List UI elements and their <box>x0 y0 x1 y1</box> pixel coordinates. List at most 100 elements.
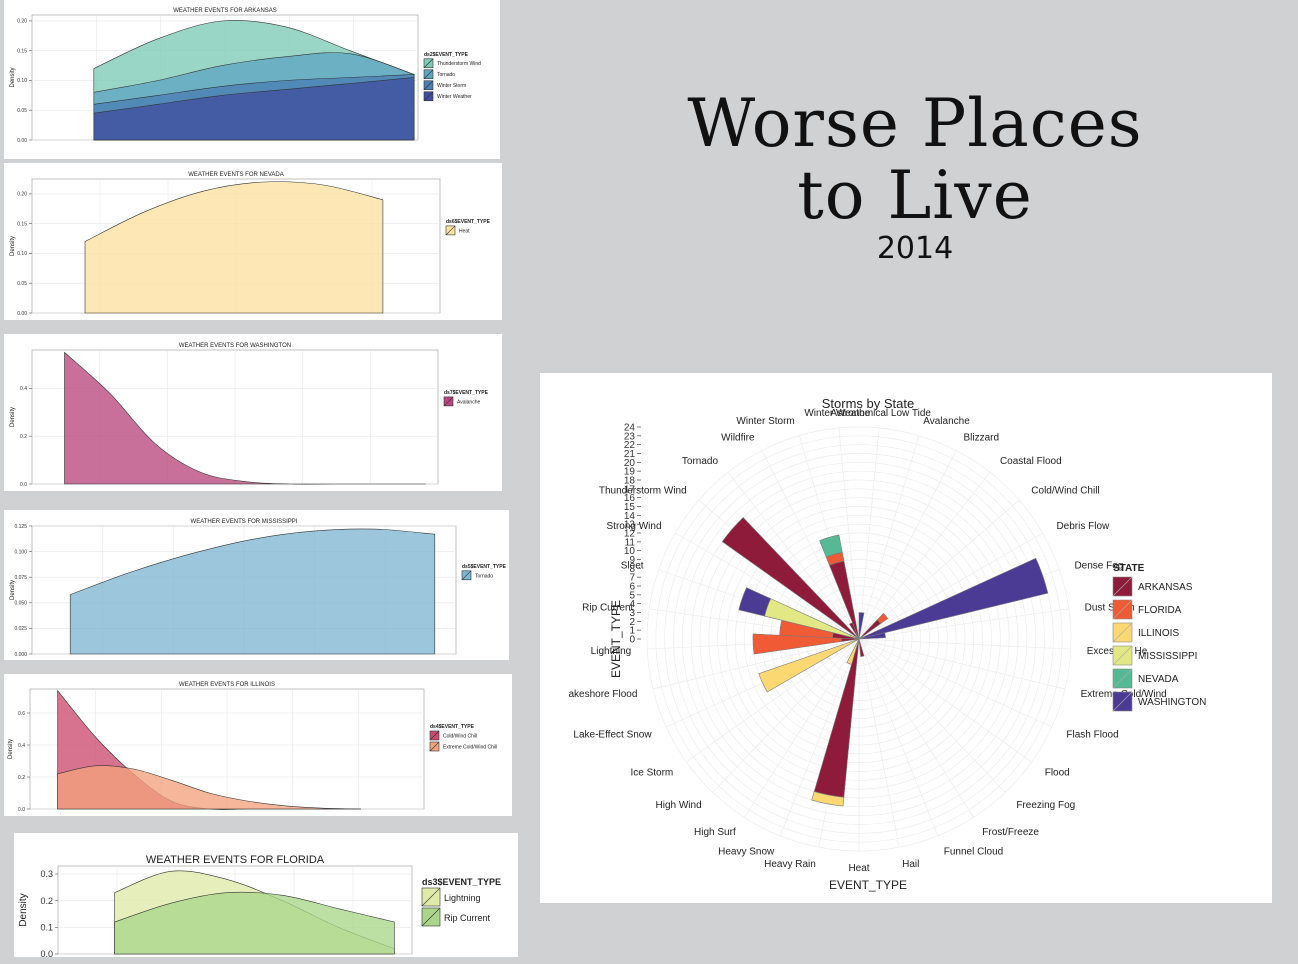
y-tick-label: 0.15 <box>17 48 27 54</box>
polar-grid-spoke <box>675 532 860 640</box>
legend-label: Lightning <box>444 893 481 903</box>
category-label: Wildfire <box>721 432 755 443</box>
category-label: Tornado <box>682 456 719 467</box>
category-label: Coastal Flood <box>1000 456 1062 467</box>
polar-grid-spoke <box>858 638 939 836</box>
y-tick-label: 0.20 <box>17 192 27 198</box>
category-label: High Surf <box>694 827 736 838</box>
density-area-extreme-cold-wind-chill <box>57 765 362 810</box>
radial-tick-label: 5 <box>629 590 635 601</box>
legend-swatch-slash <box>429 730 440 741</box>
polar-grid-spoke <box>858 608 1069 640</box>
radial-tick-label: 4 <box>629 599 635 610</box>
radial-tick-label: 23 <box>624 431 636 442</box>
legend-swatch-slash <box>1112 599 1133 620</box>
polar-grid-spoke <box>838 427 860 640</box>
legend-label: Tornado <box>437 72 455 78</box>
polar-grid-spoke <box>727 472 860 640</box>
chart-panel-arkansas: 0.00 0.05 0.10 0.15 0.20 WEATHER EVENTS FOR A… <box>4 0 500 159</box>
density-chart-mississippi: 0.000 0.025 0.050 0.075 0.100 0.125 WEATHER EV… <box>10 519 507 658</box>
legend-label: ARKANSAS <box>1138 582 1193 593</box>
chart-title: Storms by State <box>822 396 914 411</box>
y-axis-label: Density <box>10 580 16 600</box>
chart-panel-illinois: 0.0 0.2 0.4 0.6 WEATHER EVENTS FOR ILLINOIS D… <box>4 674 512 816</box>
legend-swatch-slash <box>1112 668 1133 689</box>
category-label: Heat <box>848 863 869 874</box>
chart-panel-nevada: 0.00 0.05 0.10 0.15 0.20 WEATHER EVENTS FOR N… <box>4 163 502 320</box>
wedge-nevada-winter-storm <box>819 534 843 558</box>
x-axis-label: EVENT_TYPE <box>829 878 907 892</box>
y-axis-label: Density <box>10 407 16 427</box>
category-label: Avalanche <box>923 416 970 427</box>
y-tick-label: 0.0 <box>18 807 25 813</box>
chart-title: WEATHER EVENTS FOR ARKANSAS <box>173 8 277 14</box>
category-label: Freezing Fog <box>1016 800 1075 811</box>
radial-tick-label: 11 <box>625 537 636 548</box>
legend-swatch-slash <box>421 907 441 927</box>
legend-swatch-slash <box>421 887 441 907</box>
legend-title: ds5$EVENT_TYPE <box>462 564 507 570</box>
category-label: Thunderstorm Wind <box>599 486 687 497</box>
legend-swatch-slash <box>461 570 472 581</box>
polar-grid-spoke <box>858 450 957 640</box>
category-label: High Wind <box>656 800 702 811</box>
density-area-rip-current <box>114 891 395 955</box>
legend-label: Cold/Wind Chill <box>443 733 477 739</box>
legend-title: STATE <box>1113 563 1145 574</box>
polar-grid-spoke <box>858 638 1071 650</box>
radial-tick-label: 9 <box>629 555 635 566</box>
chart-title: WEATHER EVENTS FOR WASHINGTON <box>179 343 291 349</box>
y-tick-label: 0.05 <box>17 108 27 114</box>
polar-grid-spoke <box>779 638 860 836</box>
y-tick-label: 0.4 <box>20 386 27 392</box>
y-tick-label: 0.025 <box>14 626 27 632</box>
legend-label: NEVADA <box>1138 674 1179 685</box>
category-label: Strong Wind <box>607 521 662 532</box>
y-axis-label: Density <box>18 893 29 926</box>
polar-grid-spoke <box>858 638 1066 690</box>
y-tick-label: 0.100 <box>14 549 27 555</box>
radial-tick-label: 13 <box>624 520 636 531</box>
radial-tick-label: 7 <box>629 573 635 584</box>
legend-swatch-slash <box>1112 622 1133 643</box>
y-axis-label: Density <box>8 739 14 759</box>
polar-grid-spoke <box>744 638 860 818</box>
wedge-illinois-lake-effect-snow <box>758 638 860 693</box>
legend-title: ds6$EVENT_TYPE <box>446 219 491 225</box>
wedge-florida-cold-wind-chill <box>876 613 889 625</box>
radial-tick-label: 2 <box>629 617 635 628</box>
category-label: Astronomical Low Tide <box>830 408 931 419</box>
chart-title: WEATHER EVENTS FOR FLORIDA <box>146 854 325 866</box>
legend-swatch-slash <box>1112 645 1133 666</box>
legend-label: Tornado <box>475 573 493 579</box>
wedge-illinois-heavy-rain <box>811 791 845 807</box>
wedge-illinois-heavy-snow <box>846 638 860 665</box>
y-tick-label: 0.2 <box>40 896 53 906</box>
polar-grid-spoke <box>858 638 1006 793</box>
radial-tick-label: 10 <box>624 546 636 557</box>
page-title-line2: to Live <box>797 157 1033 234</box>
density-chart-nevada: 0.00 0.05 0.10 0.15 0.20 WEATHER EVENTS FOR N… <box>10 172 491 317</box>
y-tick-label: 0.050 <box>14 601 27 607</box>
chart-panel-florida: 0.0 0.1 0.2 0.3 WEATHER EVENTS FOR FLORIDA De… <box>14 833 518 957</box>
y-axis-label: EVENT_TYPE <box>609 600 623 678</box>
legend-label: Thunderstorm Wind <box>437 61 481 67</box>
wedge-florida-lightning <box>752 633 842 655</box>
category-label: Lightning <box>591 646 632 657</box>
density-chart-illinois: 0.0 0.2 0.4 0.6 WEATHER EVENTS FOR ILLINOIS D… <box>8 682 497 813</box>
radial-tick-label: 24 <box>624 423 636 434</box>
y-tick-label: 0.125 <box>14 524 27 530</box>
wedge-washington-astronomical-low-tide <box>858 612 865 640</box>
radial-tick-label: 22 <box>624 440 636 451</box>
legend-title: ds7$EVENT_TYPE <box>444 390 489 396</box>
category-label: Lake-Effect Snow <box>573 730 652 741</box>
polar-grid-spoke <box>686 638 860 763</box>
radial-tick-label: 12 <box>624 529 636 540</box>
density-area-heat <box>84 181 384 314</box>
y-tick-label: 0.000 <box>14 652 27 658</box>
legend-title: ds3$EVENT_TYPE <box>422 877 501 887</box>
legend-swatch-slash <box>423 80 434 90</box>
category-label: Debris Flow <box>1056 521 1110 532</box>
chart-title: WEATHER EVENTS FOR NEVADA <box>188 172 283 178</box>
